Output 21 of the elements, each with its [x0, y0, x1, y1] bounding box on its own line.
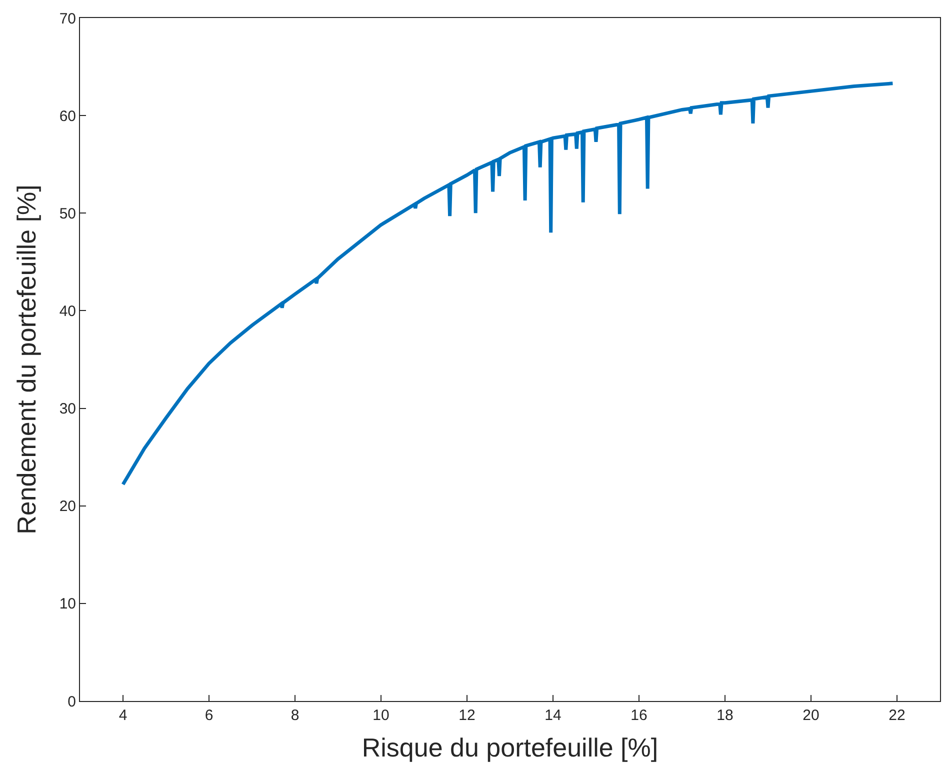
x-tick-label: 6 — [204, 707, 214, 724]
x-tick-label: 18 — [716, 707, 734, 724]
y-tick-label: 30 — [59, 400, 76, 418]
y-axis-title: Rendement du portefeuille [%] — [12, 184, 42, 534]
line-series — [121, 82, 894, 486]
x-tick-label: 14 — [544, 707, 562, 724]
x-tick-label: 20 — [802, 707, 820, 724]
x-tick-label: 22 — [888, 707, 906, 724]
x-tick-label: 4 — [118, 707, 128, 724]
x-tick-label: 8 — [290, 707, 300, 724]
x-tick-label: 16 — [630, 707, 648, 724]
x-tick-label: 12 — [458, 707, 476, 724]
y-tick-label: 60 — [59, 108, 76, 125]
y-tick-label: 40 — [59, 302, 76, 320]
y-tick-label: 70 — [59, 10, 76, 28]
y-tick-label: 50 — [59, 205, 76, 222]
y-tick-label: 0 — [68, 693, 76, 710]
x-axis-title: Risque du portefeuille [%] — [362, 732, 658, 763]
y-tick-label: 10 — [59, 596, 76, 613]
x-tick-label: 10 — [372, 707, 390, 724]
y-tick-label: 20 — [59, 498, 76, 516]
